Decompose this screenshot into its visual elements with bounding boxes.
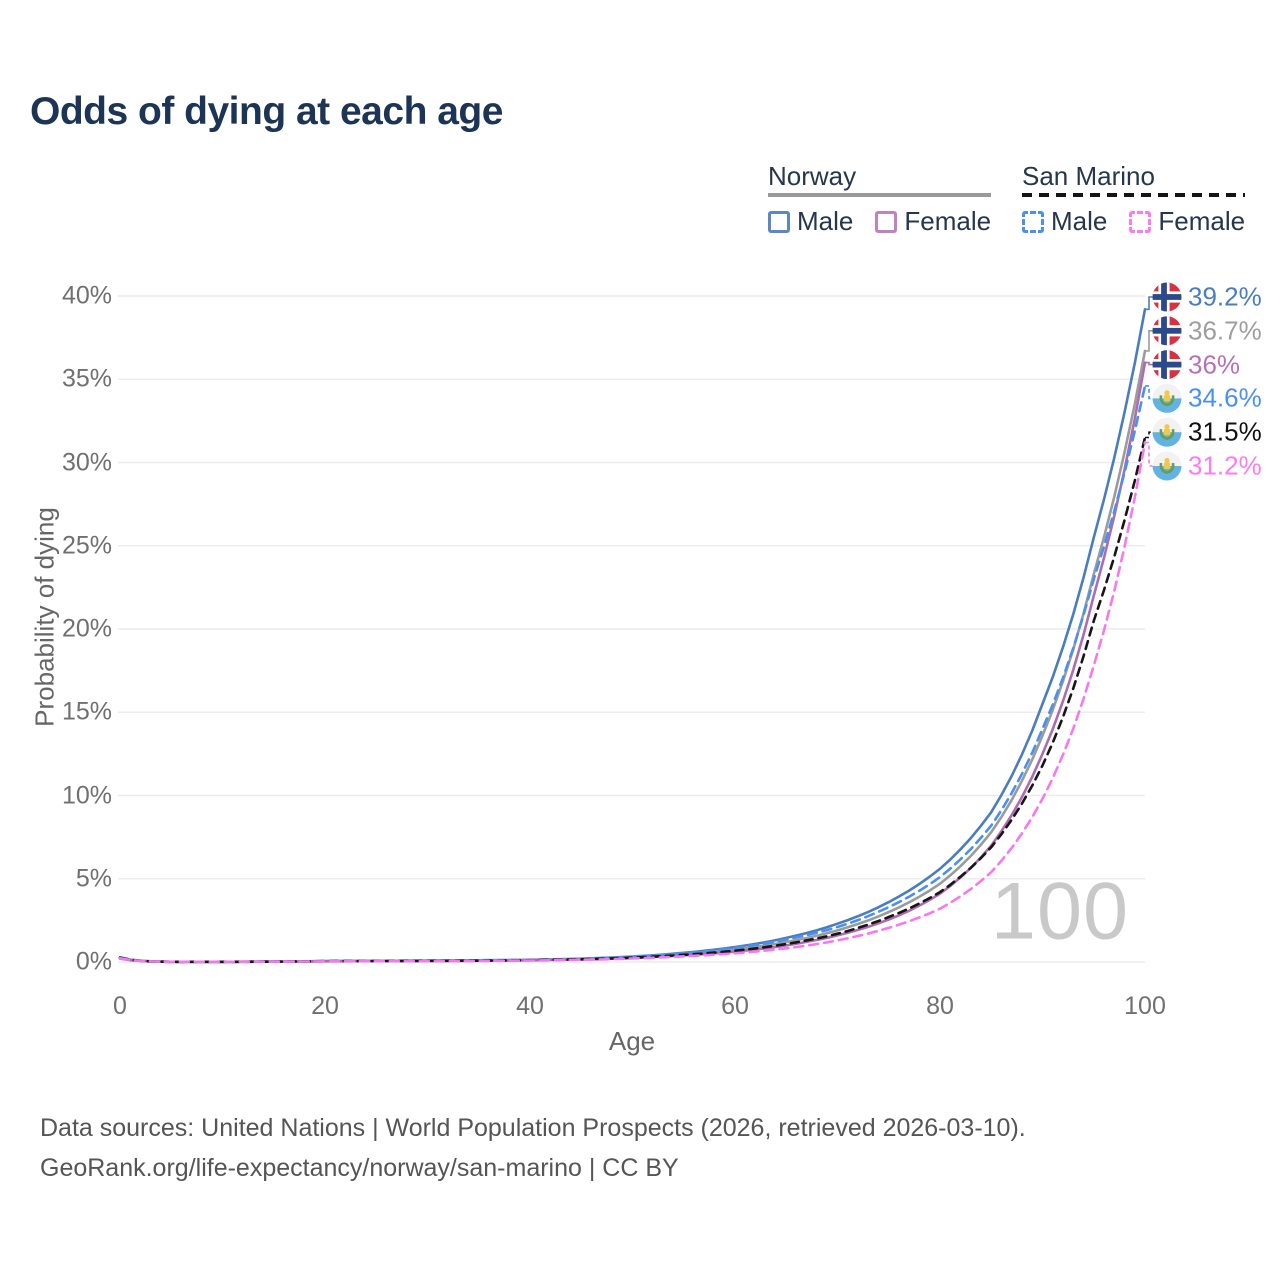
norway-female-swatch-icon xyxy=(875,210,898,233)
y-tick-label: 20% xyxy=(61,614,112,643)
end-label-connector xyxy=(1145,296,1153,311)
san-marino-flag-icon xyxy=(1152,417,1182,447)
footer: Data sources: United Nations | World Pop… xyxy=(40,1108,1026,1188)
end-label-san-marino-male: 34.6% xyxy=(1188,382,1262,413)
legend-item-san-marino-female[interactable]: Female xyxy=(1129,206,1245,237)
y-tick-label: 40% xyxy=(61,281,112,310)
footer-attribution: GeoRank.org/life-expectancy/norway/san-m… xyxy=(40,1154,679,1182)
y-tick-label: 0% xyxy=(75,947,112,976)
legend-underline-san-marino xyxy=(1022,193,1246,197)
norway-flag-icon xyxy=(1152,316,1182,346)
norway-flag-icon xyxy=(1152,350,1182,380)
end-label-norway-male: 39.2% xyxy=(1188,281,1262,312)
end-label-san-marino-female: 31.2% xyxy=(1188,450,1262,481)
end-label-connector xyxy=(1145,385,1153,400)
x-tick-label: 100 xyxy=(1124,992,1166,1020)
y-tick-label: 30% xyxy=(61,448,112,476)
san-marino-flag-icon xyxy=(1152,383,1182,413)
y-tick-label: 35% xyxy=(61,364,112,393)
san-marino-flag-icon xyxy=(1152,451,1182,481)
end-label-san-marino-all: 31.5% xyxy=(1188,416,1262,447)
legend-title-san-marino: San Marino xyxy=(1022,161,1155,191)
legend-item-label: Female xyxy=(904,206,992,236)
san-marino-male-swatch-icon xyxy=(1022,210,1044,233)
footer-data-sources: Data sources: United Nations | World Pop… xyxy=(40,1114,1026,1142)
x-tick-label: 80 xyxy=(926,992,954,1020)
legend-item-norway-female[interactable]: Female xyxy=(875,206,991,237)
end-label-connector xyxy=(1145,441,1153,467)
series-line-norway-male xyxy=(118,308,1147,964)
end-label-norway-female: 36% xyxy=(1188,349,1241,380)
x-tick-label: 20 xyxy=(311,992,339,1020)
legend-item-label: Female xyxy=(1158,206,1246,236)
legend-title-norway: Norway xyxy=(768,161,857,191)
y-tick-label: 15% xyxy=(61,697,112,726)
x-tick-label: 0 xyxy=(113,992,127,1020)
norway-male-swatch-icon xyxy=(768,210,790,233)
y-tick-label: 25% xyxy=(61,531,112,560)
page-title: Odds of dying at each age xyxy=(30,90,503,133)
legend-item-norway-male[interactable]: Male xyxy=(768,206,853,237)
legend-item-label: Male xyxy=(797,206,854,236)
series-line-san-marino-female xyxy=(118,441,1147,964)
x-tick-label: 60 xyxy=(721,992,749,1020)
end-label-connector xyxy=(1145,330,1153,352)
y-axis-title: Probability of dying xyxy=(29,507,60,727)
x-tick-label: 40 xyxy=(516,992,544,1020)
y-tick-label: 5% xyxy=(75,864,112,893)
legend-group-norway: Norway Male Female xyxy=(768,161,992,237)
x-axis-title: Age xyxy=(608,1026,656,1056)
end-label-connector xyxy=(1145,361,1153,366)
legend-item-san-marino-male[interactable]: Male xyxy=(1022,206,1107,237)
age-watermark: 100 xyxy=(990,866,1130,957)
san-marino-female-swatch-icon xyxy=(1129,210,1152,233)
end-label-connector xyxy=(1145,431,1153,439)
norway-flag-icon xyxy=(1152,282,1182,312)
legend-group-san-marino: San Marino Male Female xyxy=(1022,161,1246,237)
legend-underline-norway xyxy=(768,193,992,197)
end-label-norway-all: 36.7% xyxy=(1188,315,1262,346)
y-tick-label: 10% xyxy=(61,781,112,809)
legend-item-label: Male xyxy=(1051,206,1108,236)
